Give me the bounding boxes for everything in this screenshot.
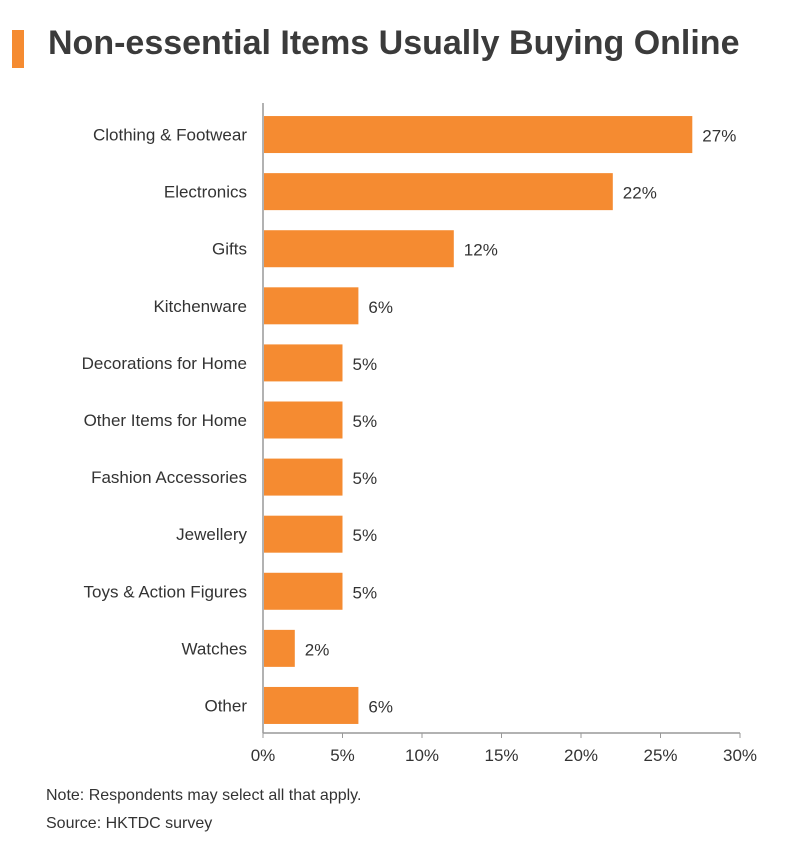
x-tick-label: 30% [723,746,757,765]
bar [264,686,359,724]
category-label: Other [204,696,247,715]
data-label: 6% [368,298,393,317]
x-tick-label: 10% [405,746,439,765]
bar [264,401,343,439]
data-label: 5% [353,583,378,602]
category-label: Kitchenware [153,297,247,316]
data-label: 5% [353,526,378,545]
bar [264,515,343,553]
bar [264,287,359,325]
x-tick-label: 20% [564,746,598,765]
category-label: Clothing & Footwear [93,126,247,145]
title-accent-bar [12,30,24,68]
data-label: 27% [702,127,736,146]
data-label: 5% [353,469,378,488]
data-label: 5% [353,355,378,374]
category-label: Gifts [212,240,247,259]
source-text: Source: HKTDC survey [46,815,213,832]
category-label: Fashion Accessories [91,468,247,487]
x-tick-label: 25% [643,746,677,765]
category-label: Jewellery [176,525,247,544]
data-label: 6% [368,697,393,716]
chart-title: Non-essential Items Usually Buying Onlin… [48,24,740,62]
data-label: 2% [305,640,330,659]
bar-chart: Clothing & Footwear 27% Electronics 22% Gift… [82,103,757,765]
category-label: Electronics [164,183,247,202]
bar [264,458,343,496]
x-tick-label: 15% [484,746,518,765]
bar [264,116,693,154]
note-text: Note: Respondents may select all that ap… [46,787,362,804]
bar [264,230,454,268]
category-label: Toys & Action Figures [84,582,247,601]
bar [264,344,343,382]
x-tick-label: 5% [330,746,355,765]
data-label: 5% [353,412,378,431]
category-label: Other Items for Home [84,411,247,430]
bar [264,572,343,610]
x-tick-label: 0% [251,746,276,765]
data-label: 12% [464,241,498,260]
data-label: 22% [623,184,657,203]
bar [264,629,295,667]
category-label: Decorations for Home [82,354,247,373]
bar [264,173,613,211]
category-label: Watches [181,639,247,658]
